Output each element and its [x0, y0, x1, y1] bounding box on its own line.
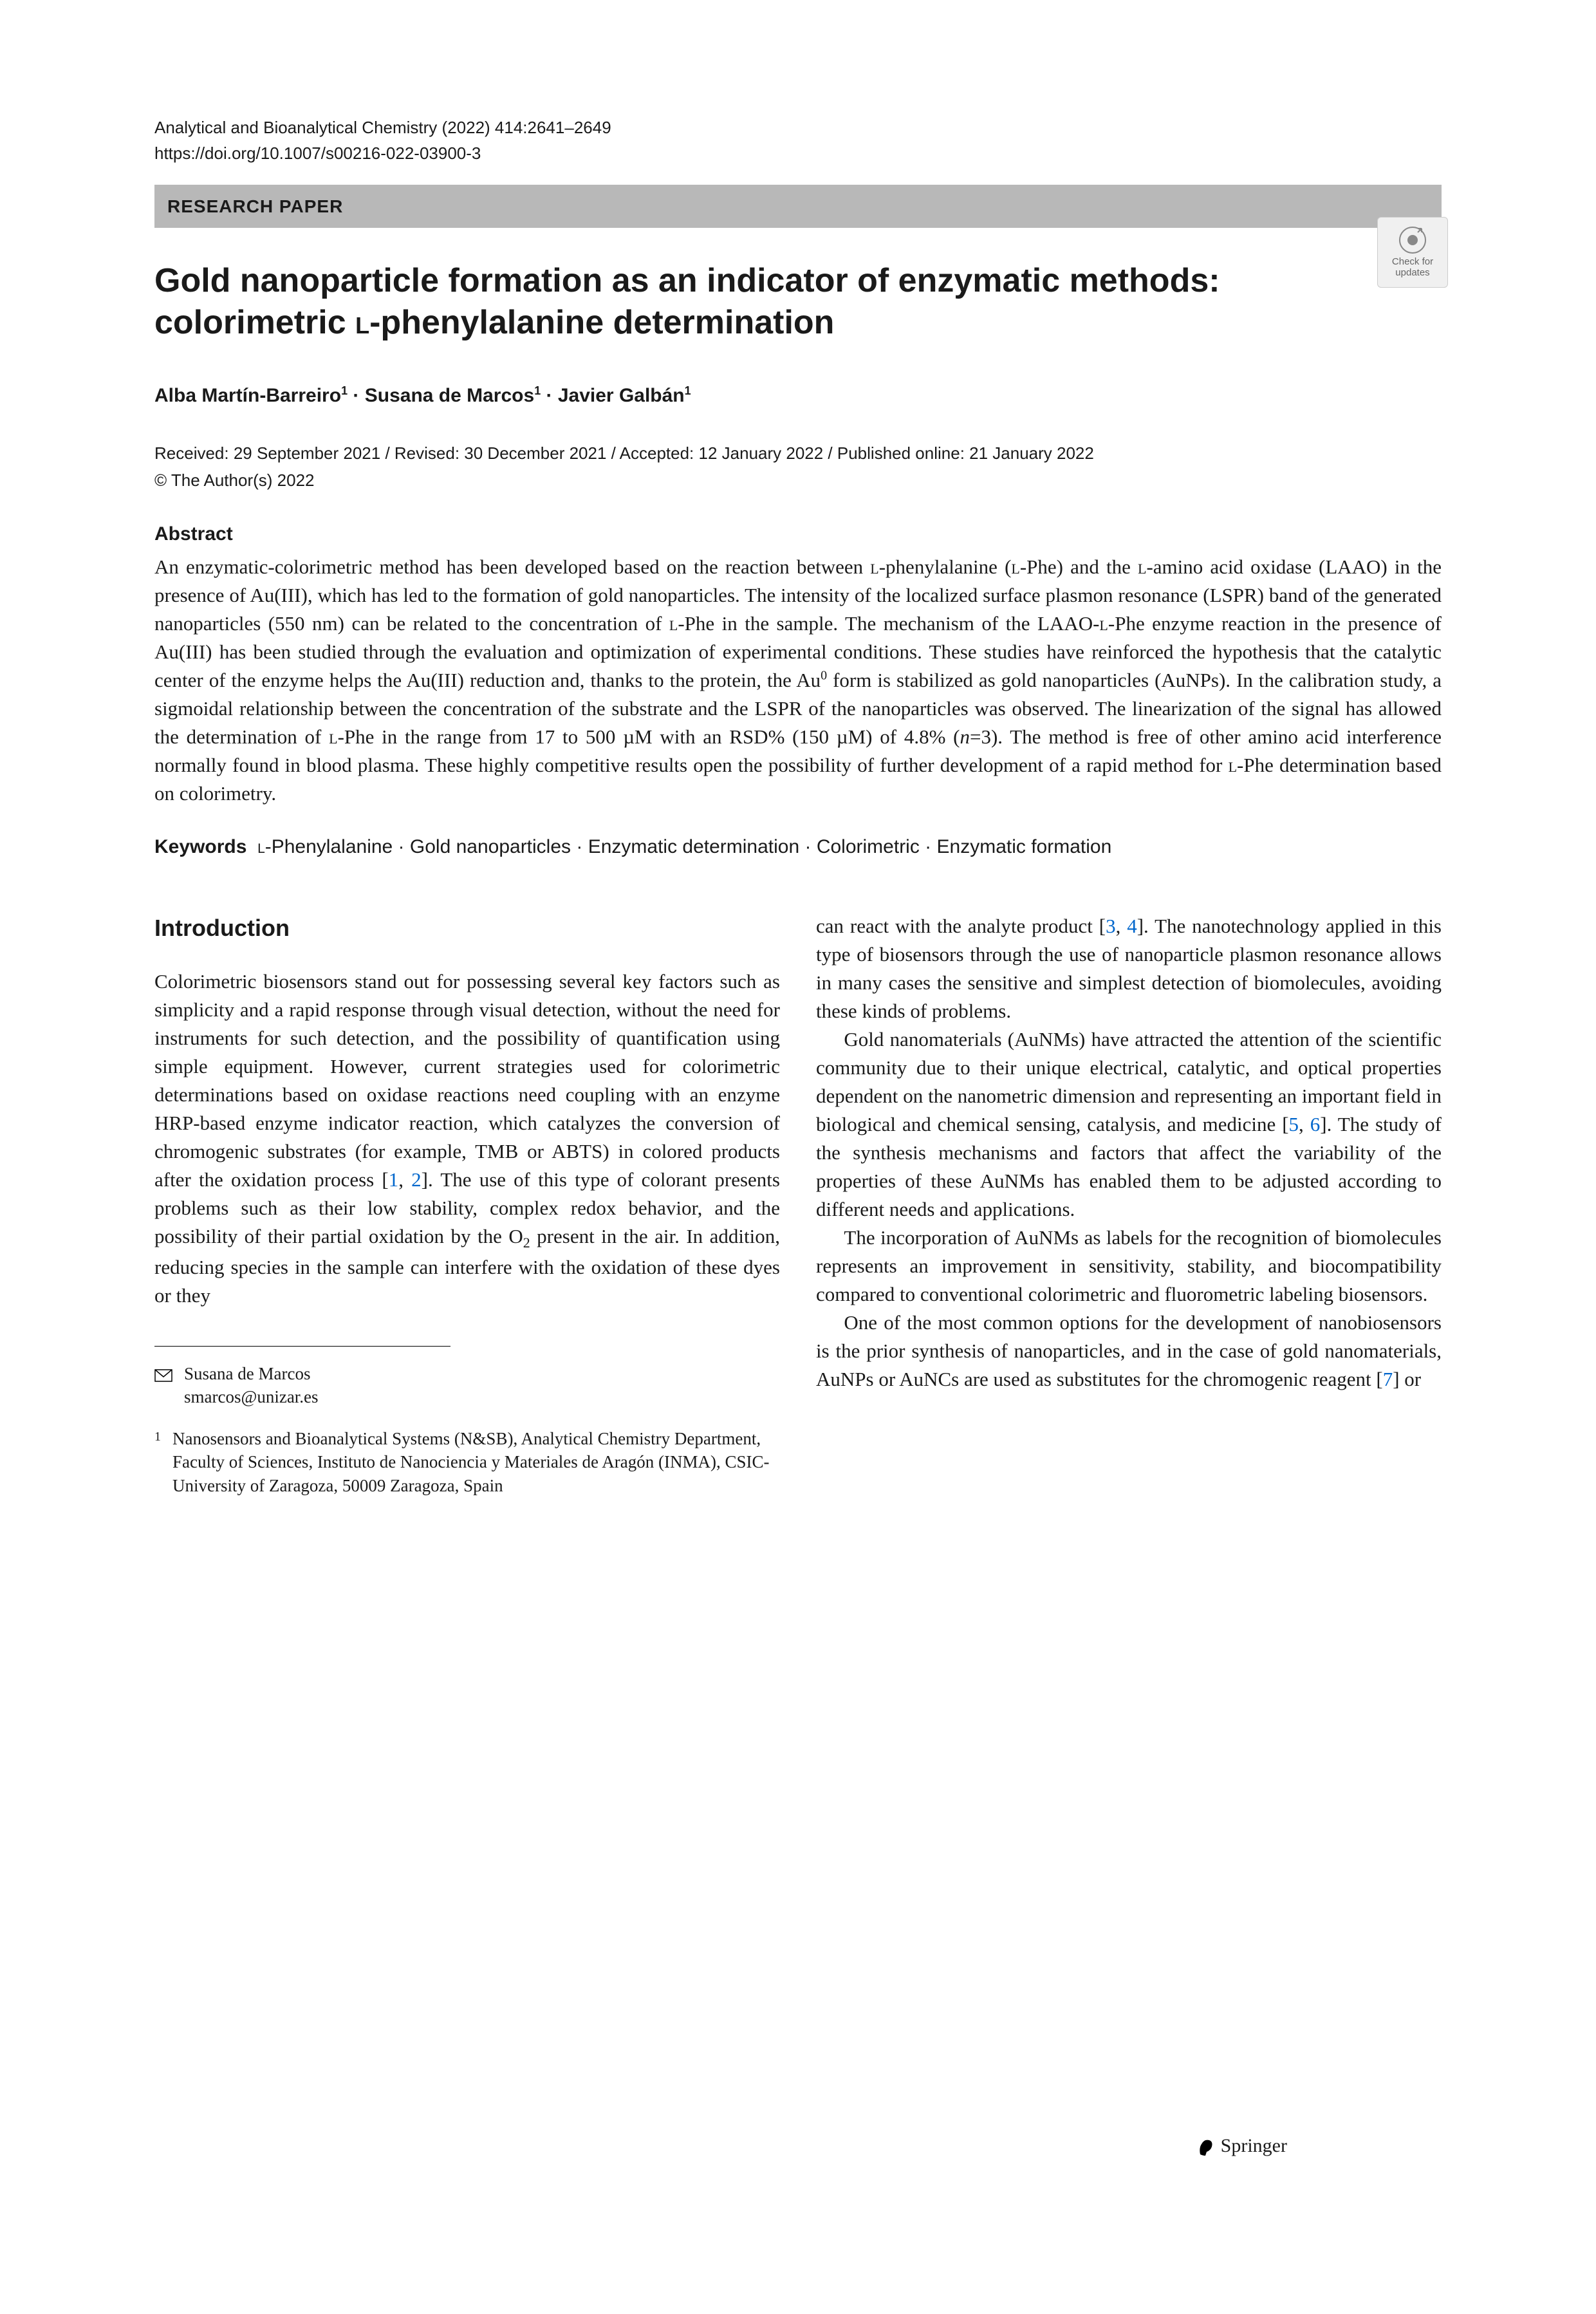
keywords-line: Keywords L-Phenylalanine · Gold nanopart…	[154, 834, 1442, 861]
authors-list: Alba Martín-Barreiro1 · Susana de Marcos…	[154, 382, 1442, 409]
body-columns: Introduction Colorimetric biosensors sta…	[154, 912, 1442, 1497]
body-paragraph: Gold nanomaterials (AuNMs) have attracte…	[816, 1025, 1442, 1224]
affiliation-text: Nanosensors and Bioanalytical Systems (N…	[172, 1427, 780, 1497]
springer-horse-icon	[1196, 2135, 1216, 2157]
body-paragraph: One of the most common options for the d…	[816, 1309, 1442, 1394]
article-category-bar: RESEARCH PAPER Check for updates	[154, 185, 1442, 228]
check-updates-icon	[1398, 226, 1427, 254]
publication-dates: Received: 29 September 2021 / Revised: 3…	[154, 442, 1442, 465]
abstract-text: An enzymatic-colorimetric method has bee…	[154, 553, 1442, 808]
affiliation: 1 Nanosensors and Bioanalytical Systems …	[154, 1427, 780, 1497]
keywords-values: L-Phenylalanine · Gold nanoparticles · E…	[257, 836, 1111, 857]
corresponding-name: Susana de Marcos	[184, 1362, 319, 1385]
copyright-line: © The Author(s) 2022	[154, 469, 1442, 492]
publisher-name: Springer	[1221, 2132, 1287, 2160]
corresponding-author: Susana de Marcos smarcos@unizar.es	[154, 1362, 780, 1409]
body-paragraph: The incorporation of AuNMs as labels for…	[816, 1224, 1442, 1309]
introduction-heading: Introduction	[154, 912, 780, 944]
check-updates-label: Check for updates	[1378, 257, 1447, 278]
body-paragraph: Colorimetric biosensors stand out for po…	[154, 967, 780, 1310]
left-column: Introduction Colorimetric biosensors sta…	[154, 912, 780, 1497]
article-category: RESEARCH PAPER	[167, 196, 343, 216]
corresponding-email[interactable]: smarcos@unizar.es	[184, 1385, 319, 1408]
affiliation-number: 1	[154, 1428, 161, 1497]
keywords-label: Keywords	[154, 836, 246, 857]
check-updates-badge[interactable]: Check for updates	[1377, 217, 1448, 288]
body-paragraph: can react with the analyte product [3, 4…	[816, 912, 1442, 1025]
journal-citation: Analytical and Bioanalytical Chemistry (…	[154, 116, 1442, 139]
article-title: Gold nanoparticle formation as an indica…	[154, 260, 1442, 344]
publisher-logo: Springer	[1196, 2132, 1287, 2160]
doi-link[interactable]: https://doi.org/10.1007/s00216-022-03900…	[154, 142, 1442, 165]
abstract-heading: Abstract	[154, 521, 1442, 548]
footnote-separator	[154, 1346, 450, 1347]
envelope-icon	[154, 1365, 172, 1409]
right-column: can react with the analyte product [3, 4…	[816, 912, 1442, 1497]
